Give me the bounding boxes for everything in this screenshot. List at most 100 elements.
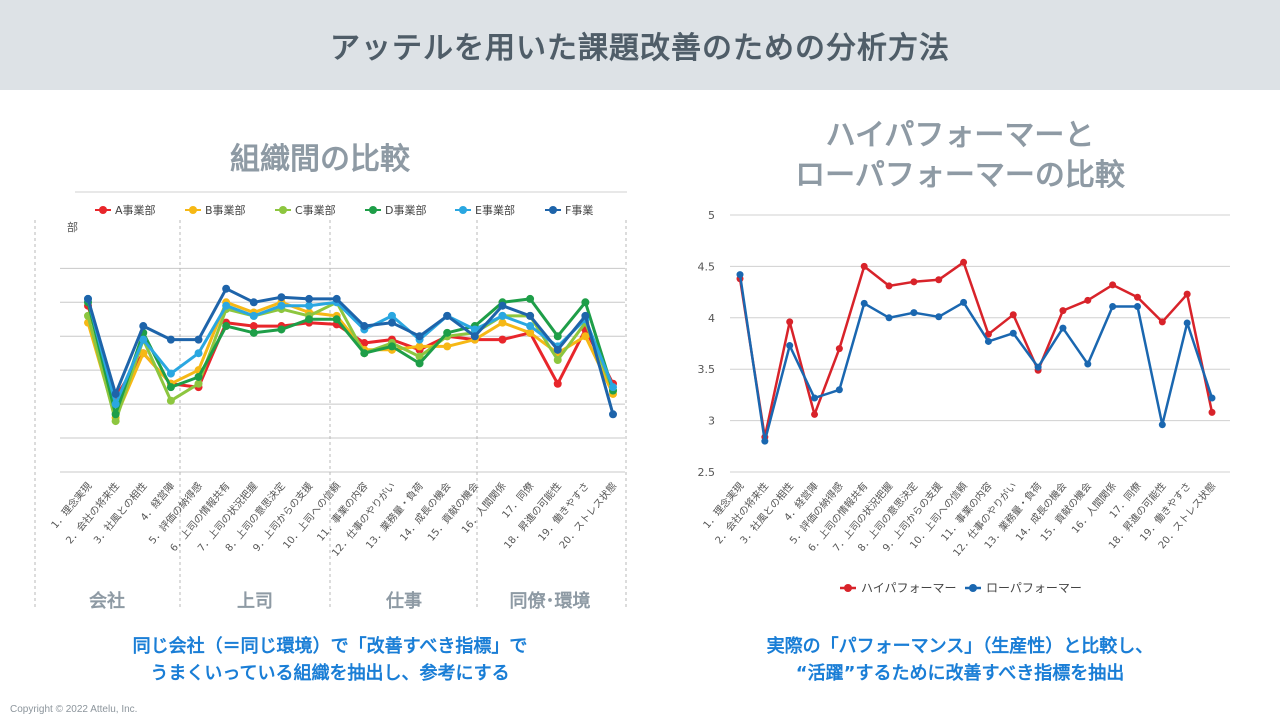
- data-point: [835, 345, 843, 353]
- data-point: [277, 325, 286, 334]
- data-point: [1208, 394, 1216, 402]
- data-point: [885, 314, 893, 322]
- data-point: [222, 322, 231, 331]
- y-axis-label: 部: [67, 220, 78, 234]
- data-point: [305, 301, 314, 310]
- data-point: [498, 311, 507, 320]
- y-tick-label: 2.5: [698, 466, 716, 479]
- legend-label: B事業部: [205, 203, 246, 217]
- data-point: [885, 282, 893, 290]
- data-point: [415, 342, 424, 351]
- data-point: [166, 383, 175, 392]
- y-tick-label: 4.5: [698, 260, 716, 273]
- data-point: [111, 400, 120, 409]
- data-point: [360, 349, 369, 358]
- data-point: [860, 299, 868, 307]
- data-point: [526, 311, 535, 320]
- data-point: [498, 318, 507, 327]
- data-point: [498, 335, 507, 344]
- data-point: [166, 335, 175, 344]
- data-point: [553, 345, 562, 354]
- data-point: [984, 337, 992, 345]
- series-line-1: [738, 274, 1214, 443]
- data-point: [786, 342, 794, 350]
- data-point: [139, 335, 148, 344]
- data-point: [609, 410, 617, 419]
- data-point: [111, 417, 120, 426]
- data-point: [910, 278, 918, 286]
- data-point: [84, 294, 92, 303]
- data-point: [1133, 293, 1141, 301]
- data-point: [1034, 363, 1042, 371]
- data-point: [1084, 296, 1092, 304]
- data-point: [139, 349, 148, 358]
- performer-comparison-chart: 54.543.532.51．理念実現2．会社の将来性3．社風との相性4．経営陣5…: [698, 209, 1230, 595]
- data-point: [1109, 302, 1117, 310]
- data-point: [1183, 290, 1191, 298]
- data-point: [415, 332, 424, 341]
- y-tick-label: 4: [708, 312, 715, 325]
- data-point: [581, 311, 590, 320]
- series-line-2: [86, 300, 615, 423]
- legend-marker: [369, 206, 377, 214]
- data-point: [811, 394, 819, 402]
- data-point: [222, 284, 231, 293]
- data-point: [249, 328, 258, 337]
- legend-label: F事業: [565, 204, 593, 217]
- legend-marker: [459, 206, 467, 214]
- right-title-line2: ローパフォーマーの比較: [795, 158, 1125, 193]
- data-point: [526, 322, 535, 331]
- series-line-4: [86, 298, 615, 406]
- data-point: [553, 356, 562, 364]
- data-point: [415, 352, 424, 361]
- data-point: [277, 293, 286, 302]
- data-point: [387, 318, 396, 327]
- left-caption-line2: うまくいっている組織を抽出し、参考にする: [150, 663, 510, 684]
- legend-marker: [969, 584, 977, 592]
- data-point: [960, 258, 968, 266]
- data-point: [984, 330, 992, 338]
- data-point: [387, 342, 396, 351]
- data-point: [581, 298, 590, 307]
- data-point: [910, 309, 918, 317]
- data-point: [443, 311, 452, 320]
- left-caption: 同じ会社（＝同じ環境）で「改善すべき指標」で うまくいっている組織を抽出し、参考…: [40, 633, 620, 687]
- data-point: [1208, 408, 1216, 416]
- data-point: [1009, 329, 1017, 337]
- legend-marker: [189, 206, 197, 214]
- data-point: [111, 389, 120, 398]
- data-point: [194, 335, 203, 344]
- legend-marker: [279, 206, 287, 214]
- y-tick-label: 5: [708, 209, 715, 222]
- department-comparison-chart: 部会社 上司 仕事 同僚･環境1．理念実現2．会社の将来性3．社風との相性4．経営陣5…: [34, 191, 627, 612]
- data-point: [581, 332, 590, 341]
- data-point: [761, 437, 769, 445]
- right-title-line1: ハイパフォーマーと: [825, 118, 1095, 153]
- right-panel-title: ハイパフォーマーと ローパフォーマーの比較: [760, 116, 1160, 196]
- data-point: [960, 298, 968, 306]
- legend-marker: [99, 206, 107, 214]
- data-point: [249, 298, 258, 307]
- data-point: [332, 315, 341, 324]
- right-caption-line2: “活躍”するために改善すべき指標を抽出: [795, 663, 1125, 684]
- data-point: [249, 311, 258, 320]
- header-bar: アッテルを用いた課題改善のための分析方法: [0, 0, 1280, 90]
- data-point: [443, 342, 452, 351]
- data-point: [194, 379, 203, 388]
- data-point: [387, 311, 396, 320]
- data-point: [305, 315, 314, 324]
- legend-label: D事業部: [385, 203, 426, 217]
- data-point: [609, 383, 617, 392]
- data-point: [498, 301, 507, 310]
- left-panel-title: 組織間の比較: [230, 142, 410, 177]
- data-point: [1059, 307, 1067, 315]
- series-line-3: [86, 297, 615, 416]
- data-point: [553, 332, 562, 341]
- data-point: [305, 294, 314, 303]
- data-point: [860, 262, 868, 270]
- data-point: [1109, 281, 1117, 289]
- data-point: [249, 322, 258, 331]
- data-point: [194, 372, 203, 381]
- data-point: [811, 410, 819, 418]
- data-point: [332, 294, 341, 303]
